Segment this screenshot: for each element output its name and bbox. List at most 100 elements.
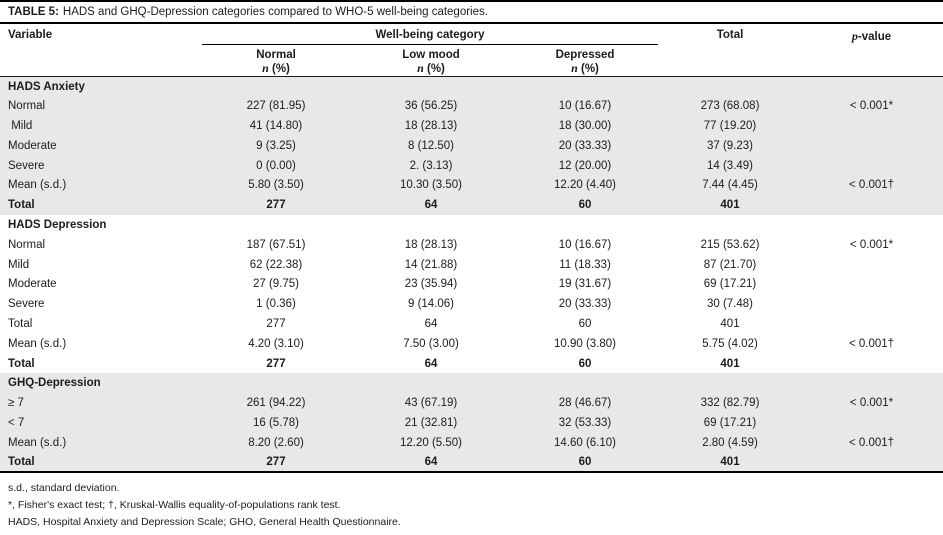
table-row: Total 277 64 60 401 (0, 195, 943, 216)
cell-total: 69 (17.21) (703, 278, 757, 291)
cell-normal: 5.80 (3.50) (248, 179, 304, 192)
cell-pvalue: < 0.001† (848, 436, 895, 449)
cell-normal: 277 (266, 456, 286, 469)
cell-total: 5.75 (4.02) (702, 337, 758, 350)
cell-normal: 277 (266, 317, 286, 330)
cell-pvalue (800, 274, 943, 294)
cell-depressed: 20 (33.33) (558, 139, 612, 152)
cell-low-mood: 8 (12.50) (407, 139, 455, 152)
row-label: Severe (8, 159, 45, 172)
col-group-wellbeing: Well-being category (200, 23, 660, 45)
cell-pvalue (800, 354, 943, 374)
footnote-line: s.d., standard deviation. (8, 482, 120, 495)
col-header-total: Total (660, 23, 800, 77)
col-subheader-normal: Normal n (%) (200, 45, 352, 77)
row-label: Total (8, 199, 35, 212)
col-group-wellbeing-label: Well-being category (202, 29, 658, 45)
cell-total: 401 (720, 456, 740, 469)
cell-normal: 9 (3.25) (256, 139, 296, 152)
cell-normal: 0 (0.00) (256, 159, 296, 172)
cell-normal: 277 (266, 199, 286, 212)
footnote-line: HADS, Hospital Anxiety and Depression Sc… (8, 516, 401, 529)
cell-normal: 16 (5.78) (252, 416, 300, 429)
pvalue-rest: -value (857, 31, 892, 43)
cell-low-mood: 43 (67.19) (404, 397, 458, 410)
cell-normal: 27 (9.75) (252, 278, 300, 291)
cell-depressed: 18 (30.00) (558, 119, 612, 132)
cell-total: 401 (720, 357, 740, 370)
section-title: HADS Depression (8, 218, 107, 231)
cell-low-mood: 23 (35.94) (404, 278, 458, 291)
row-label: Mild (8, 119, 33, 132)
cell-normal: 187 (67.51) (246, 238, 306, 251)
cell-pvalue (800, 195, 943, 215)
cell-normal: 261 (94.22) (246, 397, 306, 410)
cell-depressed: 10.90 (3.80) (553, 337, 616, 350)
cell-pvalue (800, 453, 943, 473)
cell-low-mood: 21 (32.81) (404, 416, 458, 429)
cell-depressed: 20 (33.33) (558, 298, 612, 311)
table-row: Mean (s.d.) 4.20 (3.10) 7.50 (3.00) 10.90 (… (0, 334, 943, 354)
cell-low-mood: 64 (424, 456, 438, 469)
cell-total: 401 (720, 317, 740, 330)
table-row: Total 277 64 60 401 (0, 354, 943, 374)
cell-normal: 8.20 (2.60) (248, 436, 304, 449)
cell-total: 2.80 (4.59) (702, 436, 758, 449)
row-label: Mean (s.d.) (8, 436, 67, 449)
cell-pvalue (800, 255, 943, 275)
cell-low-mood: 36 (56.25) (404, 100, 458, 113)
cell-low-mood: 7.50 (3.00) (403, 337, 459, 350)
table-row: Moderate 9 (3.25) 8 (12.50) 20 (33.33) 37 (9… (0, 135, 943, 156)
cell-total: 7.44 (4.45) (702, 179, 758, 192)
cell-total: 37 (9.23) (706, 139, 754, 152)
row-label: ≥ 7 (8, 397, 24, 410)
cell-total: 30 (7.48) (706, 298, 754, 311)
cell-depressed: 12 (20.00) (558, 159, 612, 172)
cell-low-mood: 64 (424, 317, 438, 330)
cell-low-mood: 9 (14.06) (407, 298, 455, 311)
pvalue-p: p (851, 29, 858, 43)
row-label: Total (8, 357, 35, 370)
table-row: Total 277 64 60 401 (0, 452, 943, 473)
section-header-row: GHQ-Depression (0, 373, 943, 394)
table-row: < 7 16 (5.78) 21 (32.81) 32 (53.33) 69 (17.2… (0, 413, 943, 433)
cell-low-mood: 12.20 (5.50) (399, 436, 462, 449)
row-label: Mild (8, 258, 30, 271)
row-label: Total (8, 317, 33, 330)
col-header-pvalue: p-value (800, 23, 943, 77)
cell-pvalue (800, 156, 943, 176)
row-label: Normal (8, 238, 46, 251)
table-caption: TABLE 5: HADS and GHQ-Depression categori… (0, 2, 943, 22)
cell-depressed: 28 (46.67) (558, 397, 612, 410)
cell-depressed: 10 (16.67) (558, 100, 612, 113)
col-subheader-low-mood: Low mood n (%) (352, 45, 510, 77)
cell-depressed: 60 (578, 357, 592, 370)
section-title: GHQ-Depression (8, 377, 101, 390)
cell-pvalue (800, 116, 943, 136)
row-label: Total (8, 456, 35, 469)
cell-pvalue: < 0.001* (849, 238, 894, 251)
cell-low-mood: 2. (3.13) (409, 159, 453, 172)
table-row: Severe 1 (0.36) 9 (14.06) 20 (33.33) 30 (7.4… (0, 294, 943, 314)
cell-total: 87 (21.70) (703, 258, 757, 271)
cell-depressed: 10 (16.67) (558, 238, 612, 251)
header-row-1: Variable Well-being category Total p-val… (0, 23, 943, 77)
table-row: Severe 0 (0.00) 2. (3.13) 12 (20.00) 14 (3.4… (0, 155, 943, 176)
cell-low-mood: 18 (28.13) (404, 119, 458, 132)
cell-pvalue: < 0.001† (848, 179, 895, 192)
table-row: Mild 62 (22.38) 14 (21.88) 11 (18.33) 87 (21… (0, 255, 943, 275)
cell-total: 273 (68.08) (700, 100, 760, 113)
header-row-2: Normal n (%) Low mood n (%) Depressed n (%) (0, 45, 943, 77)
row-label: Moderate (8, 139, 57, 152)
data-table: Variable Well-being category Total p-val… (0, 22, 943, 474)
cell-low-mood: 64 (424, 357, 438, 370)
cell-depressed: 12.20 (4.40) (553, 179, 616, 192)
row-label: Moderate (8, 278, 57, 291)
cell-depressed: 14.60 (6.10) (553, 436, 616, 449)
footnotes: s.d., standard deviation. *, Fisher's exa… (0, 473, 943, 531)
cell-total: 401 (720, 199, 740, 212)
cell-normal: 4.20 (3.10) (248, 337, 304, 350)
cell-low-mood: 14 (21.88) (404, 258, 458, 271)
top-rule (0, 0, 943, 2)
